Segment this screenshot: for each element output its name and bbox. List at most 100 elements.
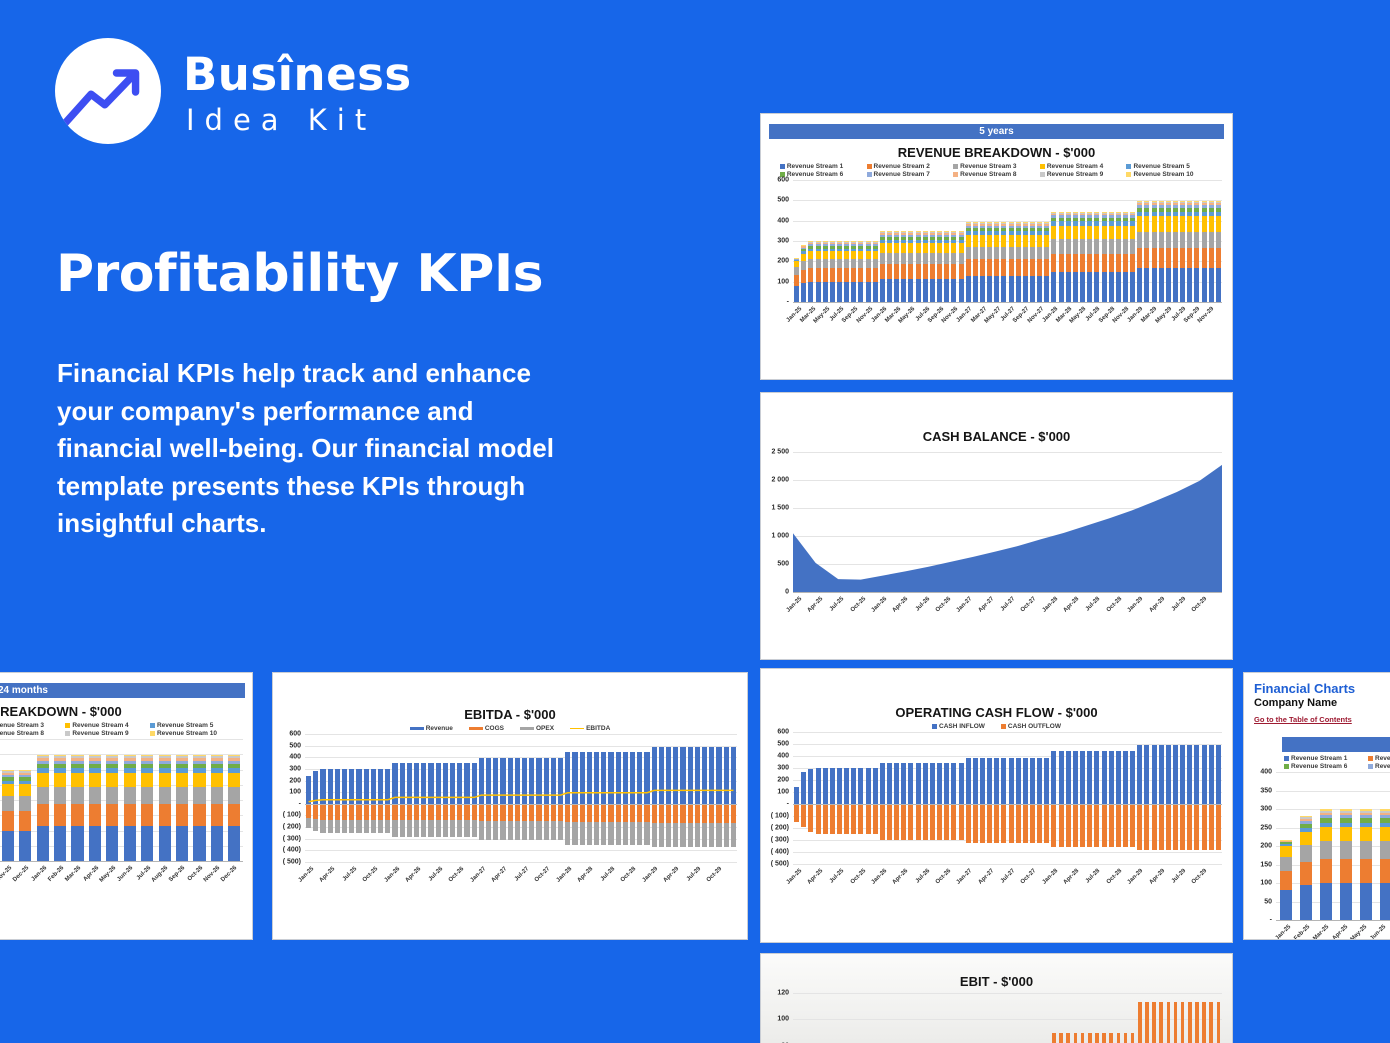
legend-marker xyxy=(1126,172,1132,177)
bar-segment xyxy=(1215,207,1221,212)
bar-segment xyxy=(1102,1032,1106,1043)
bar-segment xyxy=(334,768,340,804)
bar-segment xyxy=(801,251,807,254)
bar-segment xyxy=(937,237,943,240)
bar-segment xyxy=(363,768,369,804)
bar-segment xyxy=(879,252,885,264)
bar-segment xyxy=(1101,215,1107,218)
bar-segment xyxy=(1008,225,1014,228)
period-tab-5-years[interactable]: 5 years xyxy=(769,124,1224,139)
gridline xyxy=(793,480,1222,481)
y-axis-tick-label: 300 xyxy=(1260,805,1272,813)
legend-marker xyxy=(1039,164,1045,169)
bar-segment xyxy=(349,819,355,833)
bar-segment xyxy=(54,760,67,764)
bar-segment xyxy=(1144,216,1150,233)
bar-segment xyxy=(1030,228,1036,232)
bar-segment xyxy=(1072,221,1078,226)
bar-segment xyxy=(730,746,736,804)
bar xyxy=(795,993,799,1043)
bar-segment xyxy=(922,240,928,244)
bar-segment xyxy=(929,231,935,233)
bar-segment xyxy=(1165,745,1171,804)
bar-segment xyxy=(694,823,700,847)
bar xyxy=(1151,732,1157,864)
y-axis-tick-label: ( 200) xyxy=(770,824,789,832)
bar-segment xyxy=(1173,201,1179,203)
bar-segment xyxy=(1080,215,1086,218)
x-axis-tick-label: Aug-26 xyxy=(150,865,170,884)
bar-segment xyxy=(815,768,821,804)
bar-segment xyxy=(908,231,914,233)
bar-segment xyxy=(210,803,223,826)
bar-segment xyxy=(1051,225,1057,240)
y-axis-tick-label: 200 xyxy=(777,776,789,784)
bar-segment xyxy=(951,235,957,238)
bar-segment xyxy=(1108,215,1114,218)
bar-segment xyxy=(1187,211,1193,217)
bar-segment xyxy=(1208,247,1214,269)
bar-segment xyxy=(1115,253,1121,272)
bar-segment xyxy=(385,768,391,804)
bar-segment xyxy=(1001,757,1007,804)
bar-segment xyxy=(894,763,900,804)
bar-segment xyxy=(1015,804,1021,843)
bar-segment xyxy=(1379,822,1390,828)
bar-segment xyxy=(872,250,878,259)
bar-segment xyxy=(1022,259,1028,276)
bar-segment xyxy=(1299,815,1313,818)
x-axis-line xyxy=(0,861,243,862)
x-axis-tick-label: Jan-28 xyxy=(1041,868,1059,886)
bar-segment xyxy=(1173,202,1179,206)
bar-segment xyxy=(922,231,928,233)
bar-segment xyxy=(794,259,800,261)
period-tab[interactable] xyxy=(1282,737,1390,752)
bar-segment xyxy=(979,222,985,224)
period-tab-24-months[interactable]: 24 months xyxy=(0,683,245,698)
y-axis-tick-label: 400 xyxy=(289,753,301,761)
bar-segment xyxy=(1299,823,1313,828)
bar-segment xyxy=(193,787,206,804)
bar xyxy=(994,180,1000,302)
bar-segment xyxy=(851,268,857,282)
bar-segment xyxy=(106,760,119,764)
y-axis-tick-label: 0 xyxy=(785,588,789,596)
bar xyxy=(988,993,992,1043)
bar-segment xyxy=(1094,225,1100,240)
bar-segment xyxy=(801,260,807,271)
bar-segment xyxy=(658,746,664,804)
bar-segment xyxy=(1359,818,1373,823)
bar-segment xyxy=(929,237,935,240)
bar-segment xyxy=(844,281,850,302)
bar-segment xyxy=(922,763,928,804)
bar xyxy=(1180,993,1185,1043)
bar-segment xyxy=(1065,221,1071,226)
bar-segment xyxy=(815,242,821,244)
bar xyxy=(1015,180,1021,302)
bar-segment xyxy=(228,768,241,773)
bar xyxy=(1165,180,1171,302)
bar xyxy=(486,734,492,862)
table-of-contents-link[interactable]: Go to the Table of Contents xyxy=(1254,715,1352,724)
bar-segment xyxy=(1339,818,1353,823)
bar-segment xyxy=(879,232,885,234)
bar-segment xyxy=(106,756,119,759)
bar-segment xyxy=(1087,212,1093,214)
bar-segment xyxy=(1137,216,1143,233)
bar-segment xyxy=(972,804,978,843)
bar xyxy=(702,734,708,862)
bar xyxy=(802,993,806,1043)
bar-segment xyxy=(844,804,850,834)
bar xyxy=(972,732,978,864)
bar-segment xyxy=(637,752,643,804)
bar-segment xyxy=(193,756,206,759)
bar-segment xyxy=(836,248,842,251)
bar-segment xyxy=(801,270,807,283)
bar-segment xyxy=(836,246,842,249)
bar xyxy=(815,732,821,864)
bar-segment xyxy=(851,242,857,244)
legend-item: Revenue Stream 8 xyxy=(953,171,1040,178)
bar xyxy=(1122,180,1128,302)
bar-segment xyxy=(478,821,484,841)
bar-segment xyxy=(1022,757,1028,804)
